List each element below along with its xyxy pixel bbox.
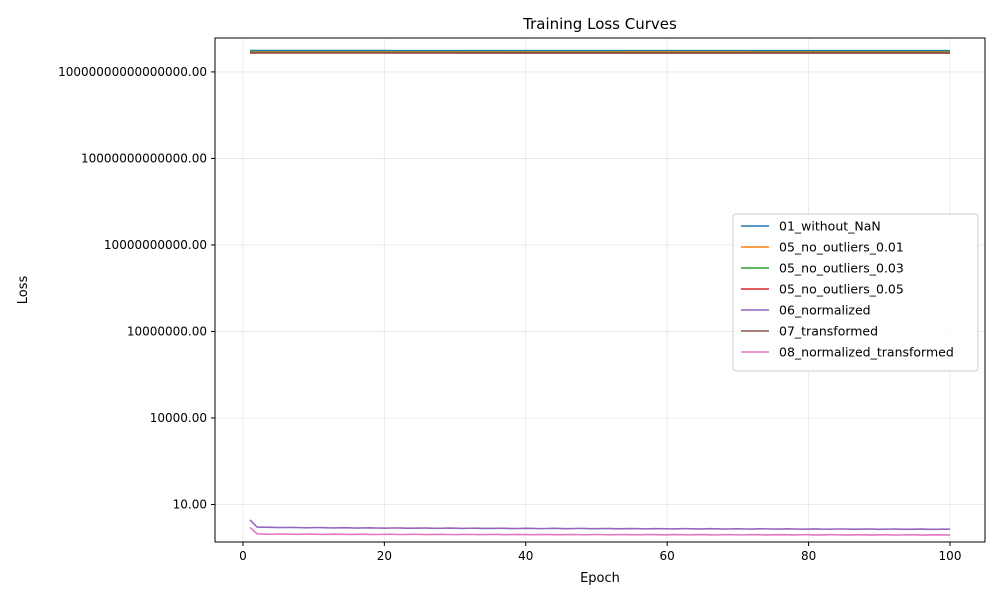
x-tick-label: 0 (239, 549, 247, 563)
series-line-08_normalized_transformed (249, 526, 951, 536)
x-tick-label: 40 (518, 549, 533, 563)
x-tick-label: 100 (939, 549, 962, 563)
legend-label: 01_without_NaN (779, 219, 881, 234)
y-tick-label: 10000.00 (150, 411, 207, 425)
legend: 01_without_NaN 05_no_outliers_0.01 05_no_o… (732, 213, 979, 372)
y-axis-title: Loss (16, 276, 31, 305)
y-tick-label: 10000000.00 (127, 324, 207, 338)
series-line-06_normalized (249, 519, 951, 531)
chart-title: Training Loss Curves (522, 15, 677, 33)
y-tick-label: 10000000000000000.00 (58, 65, 207, 79)
series-lines (249, 49, 951, 536)
x-tick-label: 20 (377, 549, 392, 563)
y-tick-label: 10000000000000.00 (81, 151, 207, 165)
plot-frame (214, 37, 986, 543)
x-tick-label: 80 (801, 549, 816, 563)
legend-label: 07_transformed (779, 324, 878, 339)
legend-label: 06_normalized (779, 303, 871, 318)
legend-label: 05_no_outliers_0.05 (779, 282, 904, 297)
legend-label: 08_normalized_transformed (779, 345, 954, 360)
x-tick-label: 60 (660, 549, 675, 563)
legend-label: 05_no_outliers_0.01 (779, 240, 904, 255)
axis-ticks: 0 20 40 60 80 100 10.00 10000.00 10000000.00 1000… (58, 65, 961, 563)
legend-label: 05_no_outliers_0.03 (779, 261, 904, 276)
legend-box (732, 213, 979, 372)
x-axis-title: Epoch (580, 571, 620, 586)
y-tick-label: 10000000000.00 (104, 238, 207, 252)
y-tick-label: 10.00 (173, 497, 207, 511)
